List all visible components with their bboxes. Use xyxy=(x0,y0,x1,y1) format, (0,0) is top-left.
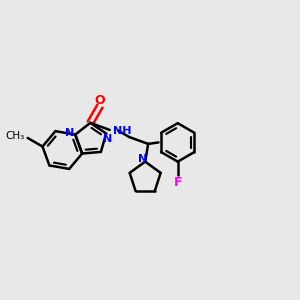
Text: N: N xyxy=(103,134,112,144)
Text: CH₃: CH₃ xyxy=(5,131,25,142)
Text: N: N xyxy=(65,128,75,138)
Text: O: O xyxy=(94,94,105,107)
Text: F: F xyxy=(173,176,182,189)
Text: N: N xyxy=(138,154,147,164)
Text: NH: NH xyxy=(113,126,131,136)
